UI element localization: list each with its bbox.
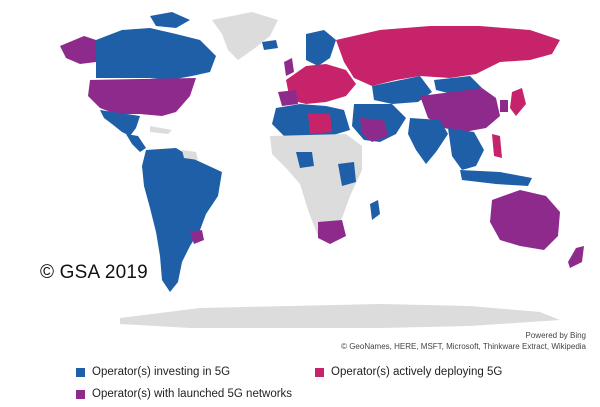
region-africa <box>270 134 362 238</box>
powered-by-label: Powered by Bing <box>525 331 586 340</box>
region-nigeria <box>296 152 314 168</box>
legend-label-launched: Operator(s) with launched 5G networks <box>92 388 293 400</box>
region-europe <box>286 64 356 104</box>
legend-label-deploying: Operator(s) actively deploying 5G <box>331 366 503 378</box>
legend-swatch-investing <box>76 367 85 377</box>
region-iceland <box>262 40 278 50</box>
region-alaska <box>60 36 96 64</box>
region-mongolia <box>434 76 482 94</box>
region-central-america <box>126 134 146 152</box>
region-india <box>408 118 448 164</box>
region-australia <box>490 190 560 250</box>
region-guianas <box>182 150 198 160</box>
region-central-asia <box>372 76 432 104</box>
legend-swatch-launched <box>76 389 85 399</box>
region-uk <box>284 58 294 76</box>
region-caribbean <box>150 126 172 134</box>
region-libya <box>308 114 332 134</box>
map-sources-label: © GeoNames, HERE, MSFT, Microsoft, Think… <box>341 342 586 351</box>
region-usa <box>88 78 196 116</box>
region-antarctica <box>120 304 560 328</box>
region-gulf <box>360 118 388 142</box>
region-japan <box>510 88 526 116</box>
region-mexico <box>100 110 140 136</box>
region-south-america <box>142 148 222 292</box>
legend-label-investing: Operator(s) investing in 5G <box>92 366 231 378</box>
world-map-svg <box>60 12 584 328</box>
region-iberia <box>278 90 298 106</box>
legend-item-launched: Operator(s) with launched 5G networks <box>76 388 292 400</box>
region-indonesia <box>460 170 532 186</box>
region-se-asia <box>448 128 484 170</box>
world-map <box>60 12 584 328</box>
region-philippines <box>492 134 502 158</box>
region-canada-islands <box>150 12 190 28</box>
region-east-africa <box>338 162 356 186</box>
region-korea <box>500 100 508 112</box>
region-greenland <box>212 12 278 60</box>
legend-item-deploying: Operator(s) actively deploying 5G <box>315 366 502 378</box>
region-canada <box>96 28 216 80</box>
region-russia <box>336 26 560 86</box>
region-madagascar <box>370 200 380 220</box>
copyright-label: © GSA 2019 <box>40 262 148 283</box>
region-new-zealand <box>568 246 584 268</box>
region-uruguay <box>190 230 204 244</box>
region-scandinavia <box>306 30 336 66</box>
legend-swatch-deploying <box>315 367 324 377</box>
region-south-africa <box>318 220 346 244</box>
legend-item-investing: Operator(s) investing in 5G <box>76 366 230 378</box>
